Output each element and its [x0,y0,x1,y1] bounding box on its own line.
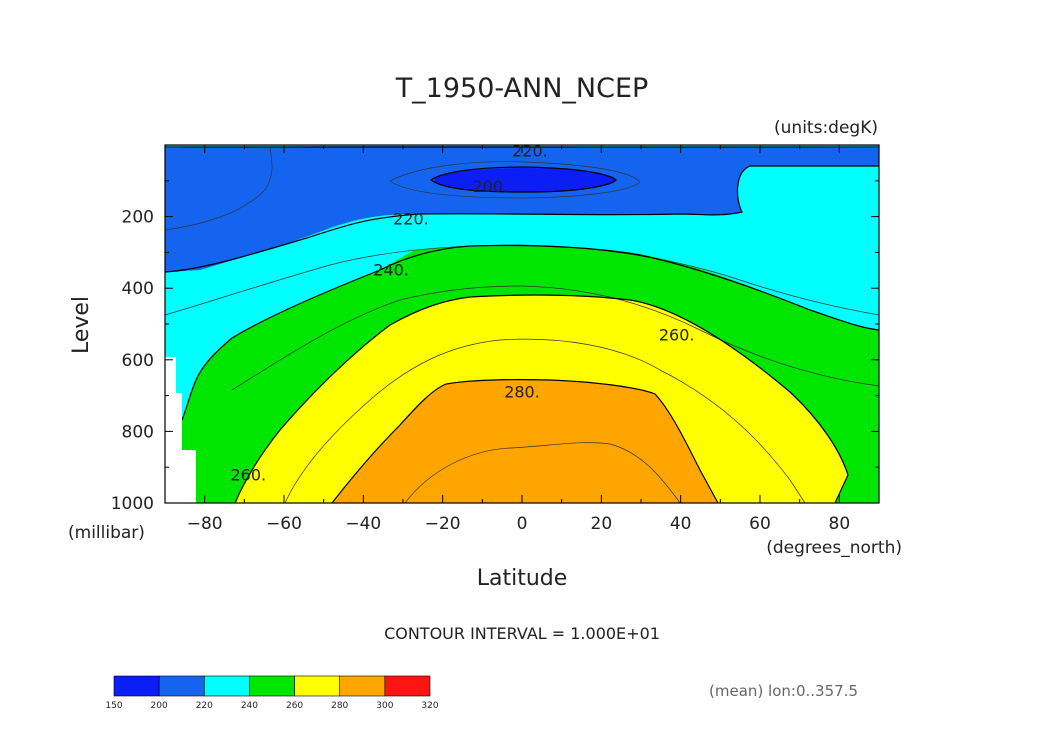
y-tick-label: 600 [122,351,154,371]
colorbar-label: 260 [286,701,303,711]
y-axis-title: Level [69,296,94,354]
colorbar-label: 300 [376,701,393,711]
colorbar-label: 220 [196,701,213,711]
contour-interval-text: CONTOUR INTERVAL = 1.000E+01 [384,624,660,643]
x-tick-label: 0 [517,514,528,534]
y-tick-labels: 200 400 600 800 1000 [111,208,154,514]
colorbar-swatch [384,675,431,697]
colorbar-label: 150 [105,701,122,711]
colorbar-swatch [158,675,205,697]
plot-area: 220.200.220.240.260.280.260. [164,141,880,504]
colorbar-swatch [339,675,386,697]
x-tick-label: −80 [187,514,223,534]
contour-labels: 220.200.220.240.260.280.260. [230,141,694,484]
colorbar: 150 200 220 240 260 280 300 320 [105,675,439,711]
x-tick-labels: −80 −60 −40 −20 0 20 40 60 80 [187,514,850,534]
y-tick-label: 200 [122,208,154,228]
colorbar-swatch [294,675,341,697]
contour-line-240 [181,244,880,421]
colorbar-label: 200 [151,701,168,711]
x-tick-label: −20 [425,514,461,534]
x-tick-label: 40 [670,514,692,534]
x-tick-label: −40 [345,514,381,534]
x-tick-label: 20 [591,514,613,534]
y-tick-label: 800 [122,422,154,442]
colorbar-swatch [249,675,295,697]
x-axis-title: Latitude [477,566,568,591]
contour-line-290 [404,442,681,504]
contour-label: 200. [472,177,508,196]
colorbar-label: 280 [331,701,348,711]
contour-label: 260. [230,465,266,484]
fill-below-200 [434,168,616,192]
colorbar-label: 240 [241,701,258,711]
contour-line-220 [164,165,879,273]
fill-200-220 [165,146,879,272]
contour-label: 260. [659,326,695,345]
colorbar-label: 320 [421,701,438,711]
x-tick-label: 80 [829,514,851,534]
x-tick-label: 60 [749,514,771,534]
y-tick-label: 400 [122,279,154,299]
contour-line-280 [331,379,719,504]
contour-line-210 [389,161,641,199]
x-tick-label: −60 [266,514,302,534]
contour-label: 220. [512,141,548,160]
footnote: (mean) lon:0..357.5 [709,682,858,700]
contour-line-250 [231,285,880,391]
contour-line-220-left [164,147,273,231]
colorbar-swatch [203,675,250,697]
units-label: (units:degK) [774,118,878,138]
x-units-label: (degrees_north) [766,538,902,558]
contour-label: 280. [504,382,540,401]
axis-ticks [164,145,880,504]
y-tick-label: 1000 [111,494,154,514]
colorbar-swatch [113,675,160,697]
contour-line-260 [234,294,849,504]
contour-line-270 [284,338,806,504]
contour-line-200 [429,166,618,193]
contour-label: 220. [393,209,429,228]
chart-title: T_1950-ANN_NCEP [395,73,649,104]
fill-280-300 [332,379,718,503]
missing-data-region [165,357,196,503]
y-units-label: (millibar) [68,523,145,543]
contour-label: 240. [373,261,409,280]
